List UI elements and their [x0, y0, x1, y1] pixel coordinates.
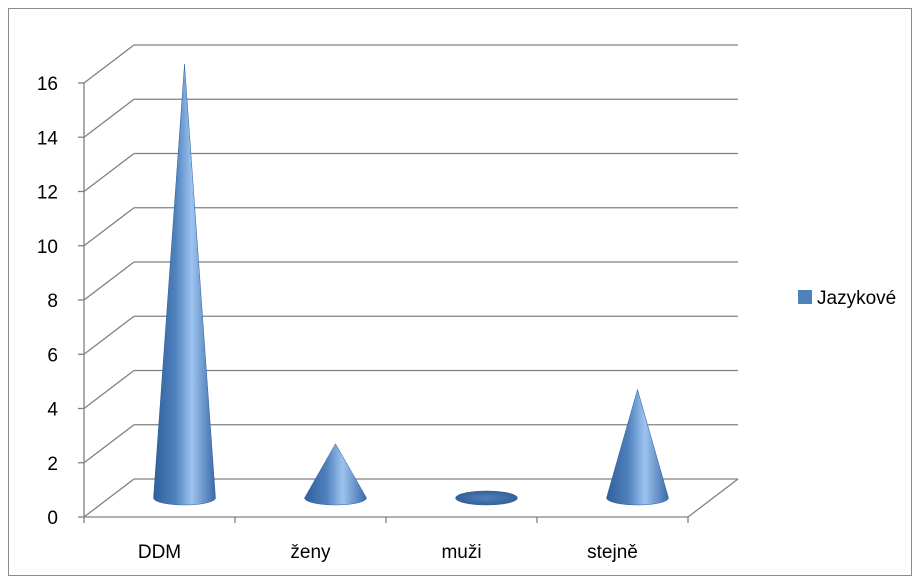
gridline-depth — [83, 152, 135, 193]
cone-bar — [455, 490, 518, 506]
legend-swatch — [798, 290, 812, 304]
gridline-depth — [83, 424, 135, 464]
cone-bar — [606, 388, 669, 506]
y-tick-label: 14 — [37, 128, 59, 149]
floor-edge — [687, 478, 739, 518]
gridline-depth — [83, 478, 135, 518]
x-tick-label: ženy — [290, 542, 331, 563]
gridline-depth — [83, 44, 135, 84]
cone-bar — [153, 63, 216, 506]
y-tick-label: 12 — [37, 183, 58, 204]
axes — [78, 82, 739, 523]
y-tick-label: 6 — [47, 345, 58, 366]
x-tick-labels: DDM ženy muži stejně — [138, 542, 638, 563]
cone-bar — [304, 443, 367, 506]
gridline-depth — [83, 369, 135, 410]
gridline-depth — [83, 207, 135, 247]
cone-body — [606, 388, 669, 506]
gridline-depth — [83, 315, 135, 355]
gridline-depth — [83, 98, 135, 138]
y-tick-label: 10 — [37, 237, 58, 258]
legend: Jazykové — [798, 288, 896, 309]
y-tick-label: 4 — [47, 400, 58, 421]
y-tick-labels: 0 2 4 6 8 10 12 14 16 — [37, 74, 59, 529]
cone-base — [455, 490, 518, 506]
y-tick-label: 2 — [47, 454, 58, 475]
y-tick-label: 16 — [37, 74, 58, 95]
cone-series — [153, 63, 669, 506]
gridline-depth — [83, 261, 135, 301]
cone-body — [304, 443, 367, 506]
legend-label: Jazykové — [817, 288, 896, 309]
x-tick-label: muži — [441, 542, 481, 563]
y-tick-label: 0 — [47, 508, 58, 529]
x-tick-label: DDM — [138, 542, 181, 563]
y-tick-label: 8 — [47, 291, 58, 312]
cone-body — [153, 63, 216, 506]
x-tick-label: stejně — [587, 542, 638, 563]
